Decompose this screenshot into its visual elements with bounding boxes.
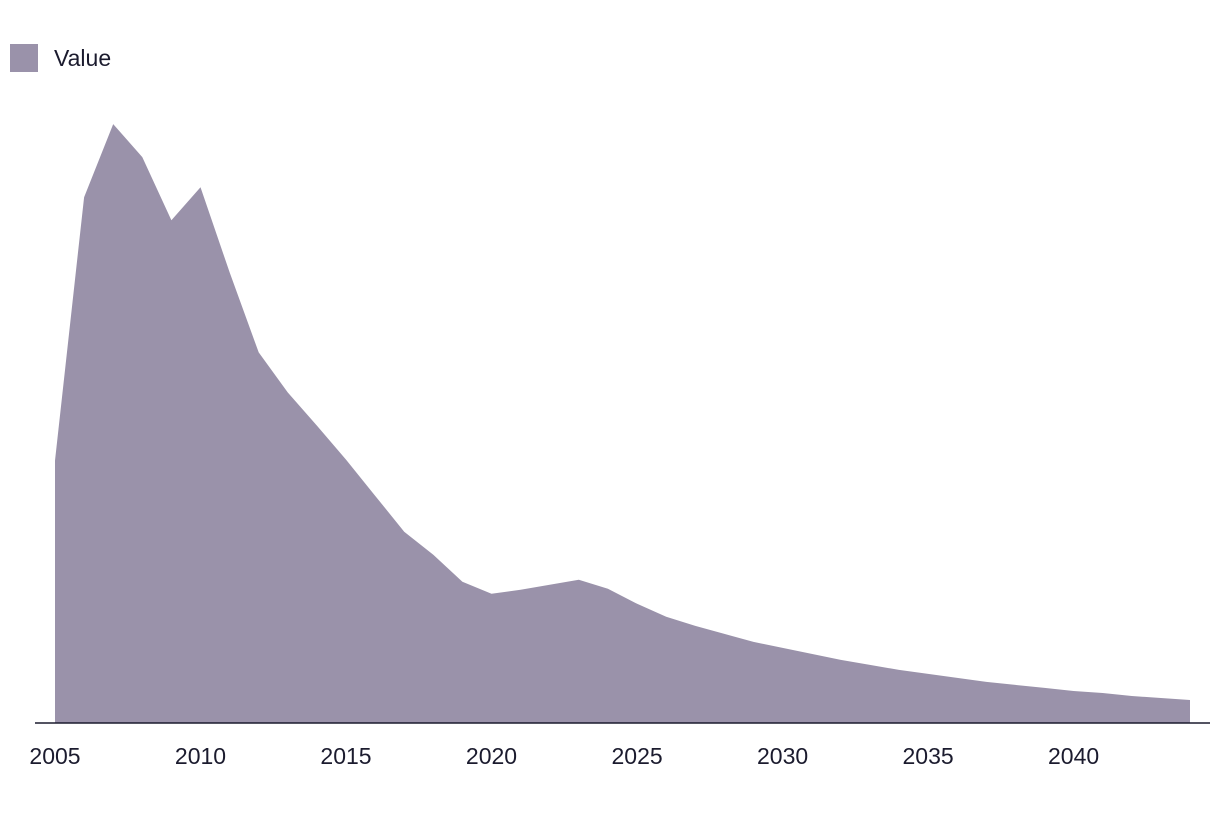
data-point-2013 <box>285 390 291 396</box>
data-point-2005 <box>52 458 58 464</box>
legend-label: Value <box>54 44 112 71</box>
data-point-2018 <box>430 552 436 558</box>
data-point-2033 <box>867 662 873 668</box>
data-point-2025 <box>634 601 640 607</box>
x-tick-label-2030: 2030 <box>757 743 808 769</box>
data-point-2024 <box>605 586 611 592</box>
data-point-2030 <box>780 645 786 651</box>
data-point-2037 <box>983 679 989 685</box>
data-point-2006 <box>81 194 87 200</box>
data-point-2040 <box>1071 688 1077 694</box>
data-point-2022 <box>547 582 553 588</box>
x-axis-ticks: 2005 2010 2015 2020 2025 2030 2035 2040 <box>29 743 1099 769</box>
area-series-0 <box>55 124 1190 724</box>
data-point-2009 <box>168 217 174 223</box>
watermark: GlobalData <box>489 383 732 435</box>
data-point-2027 <box>692 623 698 629</box>
data-point-2038 <box>1012 682 1018 688</box>
x-tick-label-2040: 2040 <box>1048 743 1099 769</box>
data-point-2036 <box>954 675 960 681</box>
data-point-2032 <box>838 657 844 663</box>
data-point-2039 <box>1042 685 1048 691</box>
data-point-2007 <box>110 121 116 127</box>
data-point-2011 <box>227 269 233 275</box>
series-layer <box>52 121 1193 724</box>
data-point-2020 <box>489 591 495 597</box>
data-point-2031 <box>809 651 815 657</box>
x-tick-label-2010: 2010 <box>175 743 226 769</box>
x-tick-label-2005: 2005 <box>29 743 80 769</box>
data-point-2044 <box>1187 697 1193 703</box>
data-point-2014 <box>314 423 320 429</box>
data-point-2017 <box>401 529 407 535</box>
x-tick-label-2020: 2020 <box>466 743 517 769</box>
x-tick-label-2035: 2035 <box>903 743 954 769</box>
data-point-2042 <box>1129 693 1135 699</box>
data-point-2041 <box>1100 690 1106 696</box>
legend: Value <box>10 44 111 72</box>
data-point-2035 <box>925 671 931 677</box>
legend-swatch <box>10 44 38 72</box>
data-point-2023 <box>576 577 582 583</box>
data-point-2029 <box>751 639 757 645</box>
data-point-2012 <box>256 349 262 355</box>
data-point-2028 <box>721 631 727 637</box>
data-point-2016 <box>372 493 378 499</box>
data-point-2015 <box>343 457 349 463</box>
x-tick-label-2015: 2015 <box>320 743 371 769</box>
data-point-2021 <box>518 587 524 593</box>
data-point-2043 <box>1158 695 1164 701</box>
data-point-2019 <box>459 579 465 585</box>
data-point-2008 <box>139 154 145 160</box>
data-point-2026 <box>663 614 669 620</box>
data-point-2034 <box>896 667 902 673</box>
data-point-2010 <box>198 184 204 190</box>
x-tick-label-2025: 2025 <box>612 743 663 769</box>
